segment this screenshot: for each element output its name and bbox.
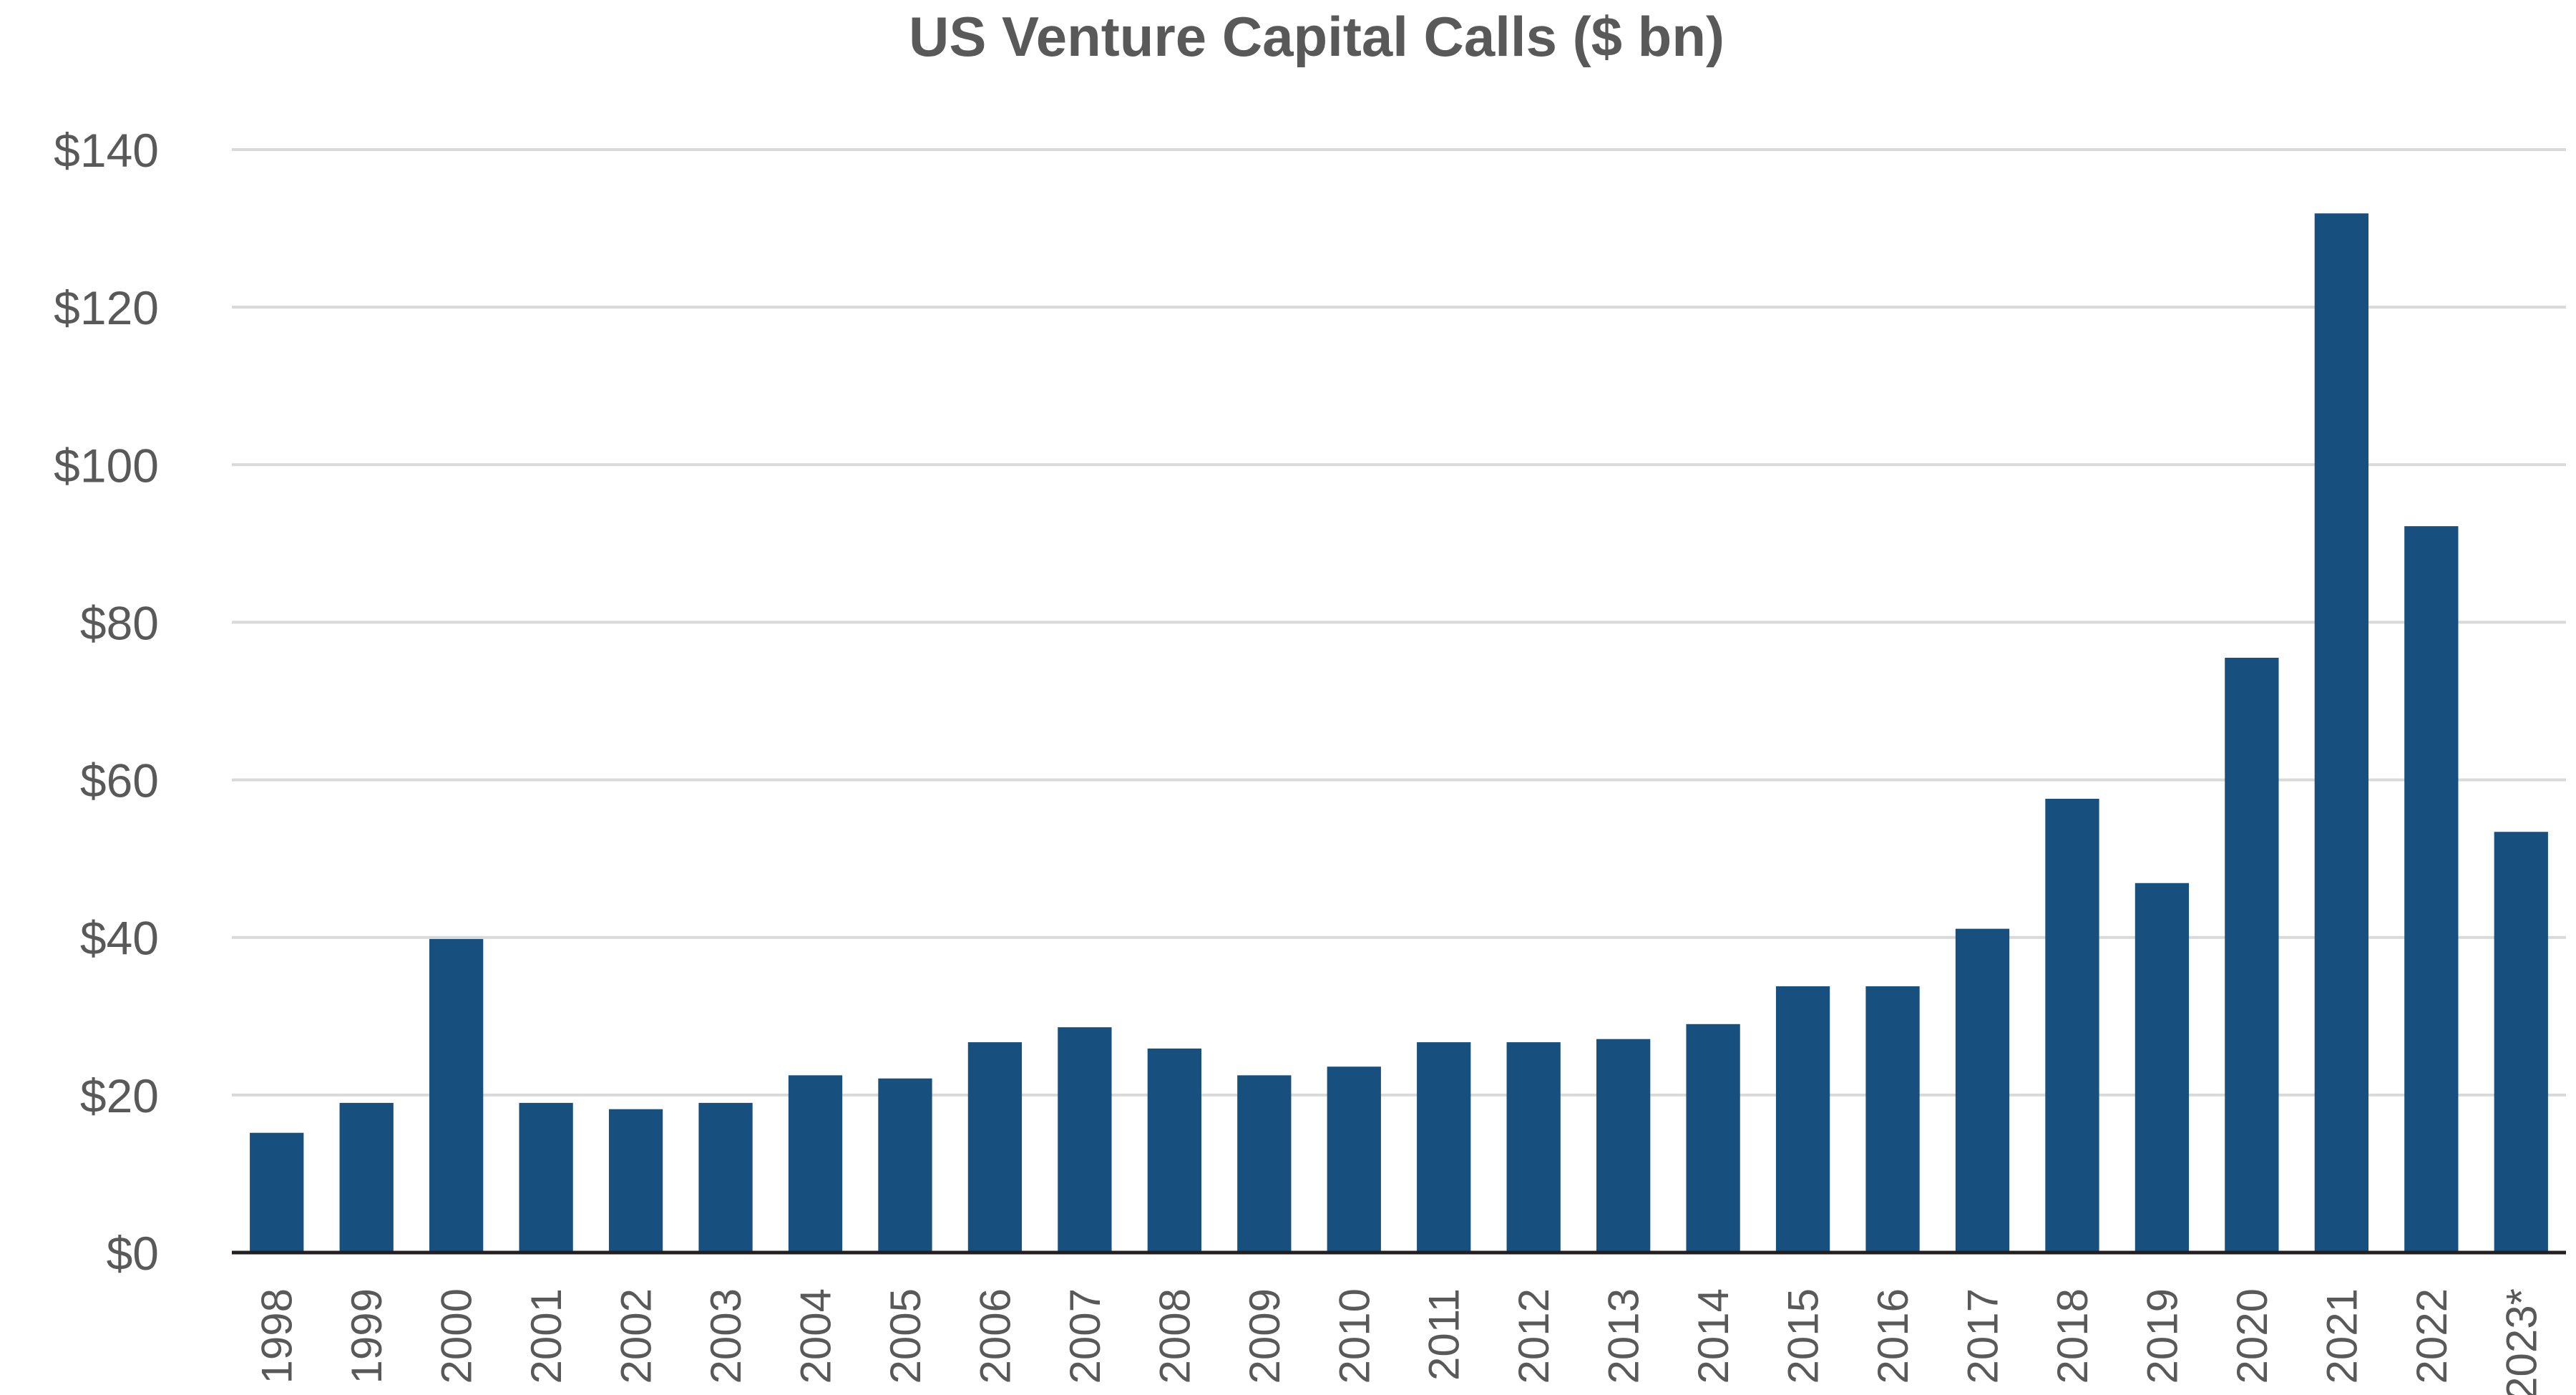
chart-title: US Venture Capital Calls ($ bn) bbox=[909, 5, 1724, 68]
bar-2005 bbox=[878, 1078, 932, 1253]
y-tick-label: $100 bbox=[54, 439, 159, 492]
y-tick-label: $0 bbox=[107, 1227, 159, 1280]
bar-2009 bbox=[1237, 1075, 1292, 1253]
bar-2019 bbox=[2135, 883, 2190, 1253]
bar-2023* bbox=[2494, 832, 2548, 1253]
bar-2017 bbox=[1955, 928, 2010, 1253]
x-tick-label: 2016 bbox=[1869, 1288, 1917, 1384]
bar-2003 bbox=[698, 1102, 753, 1253]
x-tick-label: 2009 bbox=[1241, 1288, 1289, 1384]
bar-2002 bbox=[608, 1109, 663, 1253]
y-tick-label: $40 bbox=[80, 912, 159, 965]
x-tick-label: 2007 bbox=[1061, 1288, 1109, 1384]
bar-2022 bbox=[2404, 526, 2459, 1253]
bar-2004 bbox=[788, 1075, 843, 1253]
y-tick-label: $20 bbox=[80, 1069, 159, 1122]
x-tick-label: 2002 bbox=[613, 1288, 660, 1384]
bar-2001 bbox=[519, 1102, 573, 1253]
bar-2016 bbox=[1865, 986, 1920, 1253]
bars bbox=[250, 213, 2548, 1253]
x-tick-label: 2020 bbox=[2228, 1288, 2276, 1384]
bar-2000 bbox=[429, 938, 484, 1253]
bar-2010 bbox=[1327, 1066, 1381, 1253]
y-tick-label: $120 bbox=[54, 281, 159, 334]
x-tick-label: 2021 bbox=[2318, 1288, 2366, 1384]
x-axis: 1998 1999 2000 2001 2002 2003 2004 2005 2006 2007… bbox=[253, 1288, 2546, 1395]
bar-2015 bbox=[1775, 986, 1830, 1253]
bar-2018 bbox=[2045, 798, 2099, 1253]
x-tick-label: 2003 bbox=[702, 1288, 750, 1384]
bar-1999 bbox=[339, 1102, 394, 1253]
bar-2006 bbox=[967, 1042, 1023, 1253]
x-tick-label: 2023* bbox=[2497, 1288, 2545, 1395]
x-tick-label: 2001 bbox=[522, 1288, 570, 1384]
y-axis: $0 $20 $40 $60 $80 $100 $120 $140 bbox=[54, 124, 159, 1280]
x-tick-label: 2000 bbox=[433, 1288, 481, 1384]
y-tick-label: $140 bbox=[54, 124, 159, 177]
x-tick-label: 2019 bbox=[2138, 1288, 2186, 1384]
y-tick-label: $80 bbox=[80, 596, 159, 649]
x-tick-label: 2012 bbox=[1510, 1288, 1558, 1384]
bar-2011 bbox=[1417, 1042, 1471, 1253]
x-tick-label: 2004 bbox=[792, 1288, 840, 1384]
bar-2012 bbox=[1506, 1042, 1561, 1253]
x-tick-label: 2015 bbox=[1780, 1288, 1828, 1384]
x-tick-label: 1999 bbox=[343, 1288, 391, 1384]
bar-2013 bbox=[1596, 1039, 1651, 1253]
x-tick-label: 1998 bbox=[253, 1288, 301, 1384]
bar-2021 bbox=[2314, 213, 2368, 1253]
x-tick-label: 2014 bbox=[1689, 1288, 1737, 1384]
x-tick-label: 2006 bbox=[971, 1288, 1019, 1384]
x-tick-label: 2022 bbox=[2408, 1288, 2456, 1384]
x-tick-label: 2017 bbox=[1959, 1288, 2007, 1384]
x-tick-label: 2008 bbox=[1151, 1288, 1199, 1384]
bar-2020 bbox=[2225, 657, 2279, 1253]
bar-2014 bbox=[1686, 1024, 1740, 1253]
bar-2007 bbox=[1058, 1027, 1112, 1253]
x-tick-label: 2018 bbox=[2049, 1288, 2097, 1384]
y-tick-label: $60 bbox=[80, 754, 159, 807]
bar-1998 bbox=[250, 1132, 304, 1253]
x-tick-label: 2010 bbox=[1330, 1288, 1378, 1384]
gridlines bbox=[232, 148, 2566, 1097]
x-tick-label: 2011 bbox=[1420, 1288, 1468, 1381]
bar-2008 bbox=[1147, 1048, 1201, 1253]
x-tick-label: 2013 bbox=[1600, 1288, 1648, 1384]
x-tick-label: 2005 bbox=[882, 1288, 930, 1384]
